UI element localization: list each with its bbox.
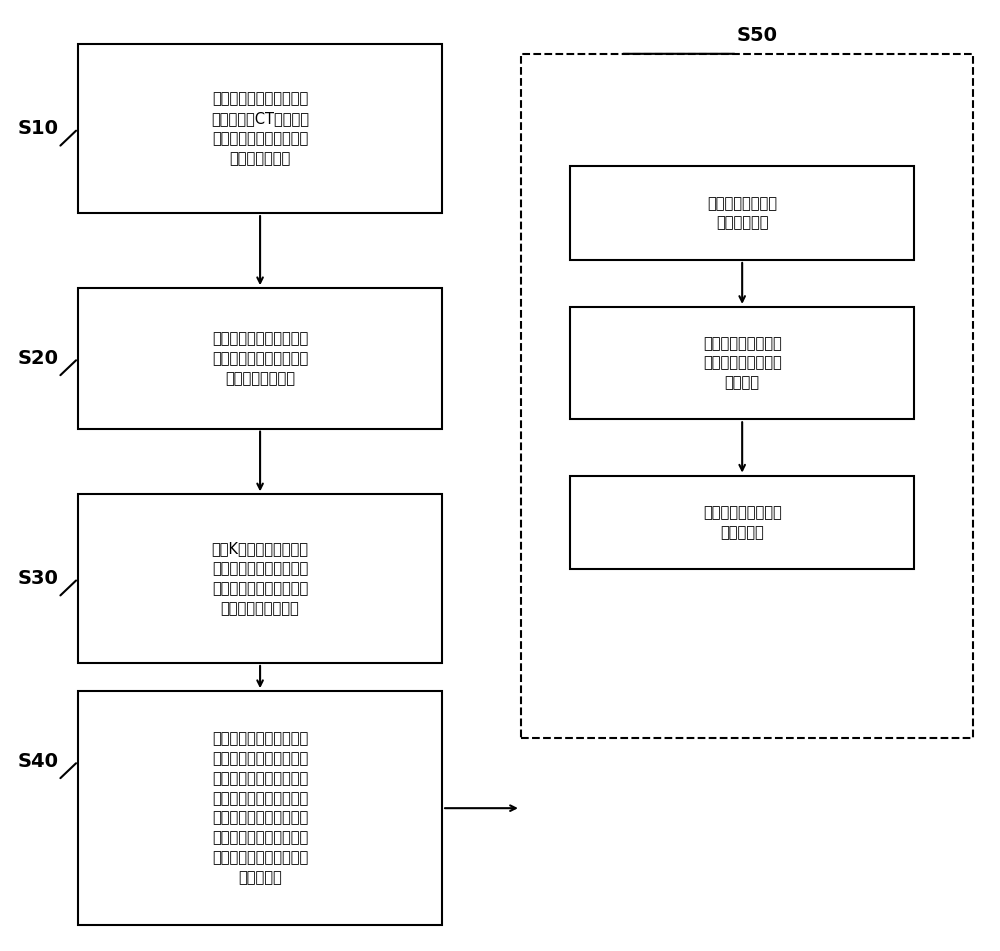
- Text: 通过三角网格化建模方法
对分割后的CT影像数据
进行网格化，建立图结构
的带权邻接矩阵: 通过三角网格化建模方法 对分割后的CT影像数据 进行网格化，建立图结构 的带权邻…: [211, 91, 309, 166]
- Text: 对生物体进行激发荧
光断层重建: 对生物体进行激发荧 光断层重建: [703, 505, 782, 540]
- Text: 将扩充后的光源样本第一
节点集合中的各节点输入
预构建的深度学习网络模
型，得到光源的粗重建定
位结果以及最终形态学重
建结果；并计算损失值，
对深度学习网络模: 将扩充后的光源样本第一 节点集合中的各节点输入 预构建的深度学习网络模 型，得到…: [212, 731, 308, 885]
- Text: S20: S20: [17, 349, 58, 368]
- FancyBboxPatch shape: [78, 288, 442, 429]
- Text: S10: S10: [17, 119, 58, 138]
- Text: S50: S50: [736, 26, 777, 45]
- Text: 选取K个距体内节点最近
的体表节点，构建第一节
点集合，并记录第一节点
集合中各节点的序号: 选取K个距体内节点最近 的体表节点，构建第一节 点集合，并记录第一节点 集合中各…: [212, 541, 309, 616]
- FancyBboxPatch shape: [78, 691, 442, 925]
- FancyBboxPatch shape: [570, 307, 914, 419]
- FancyBboxPatch shape: [570, 166, 914, 260]
- FancyBboxPatch shape: [78, 495, 442, 663]
- Text: 仿真得到生物体表面和内
部的荧光分布，作为光源
样本；并进行扩充: 仿真得到生物体表面和内 部的荧光分布，作为光源 样本；并进行扩充: [212, 331, 308, 386]
- FancyBboxPatch shape: [521, 54, 973, 738]
- Text: 将荧光图像配准到体
表网格中，并进行归
一化处理: 将荧光图像配准到体 表网格中，并进行归 一化处理: [703, 336, 782, 390]
- Text: S30: S30: [18, 569, 58, 588]
- FancyBboxPatch shape: [78, 45, 442, 213]
- FancyBboxPatch shape: [570, 476, 914, 570]
- Text: S40: S40: [17, 752, 58, 771]
- Text: 采集荧光图像以及
解剖结构图像: 采集荧光图像以及 解剖结构图像: [707, 196, 777, 230]
